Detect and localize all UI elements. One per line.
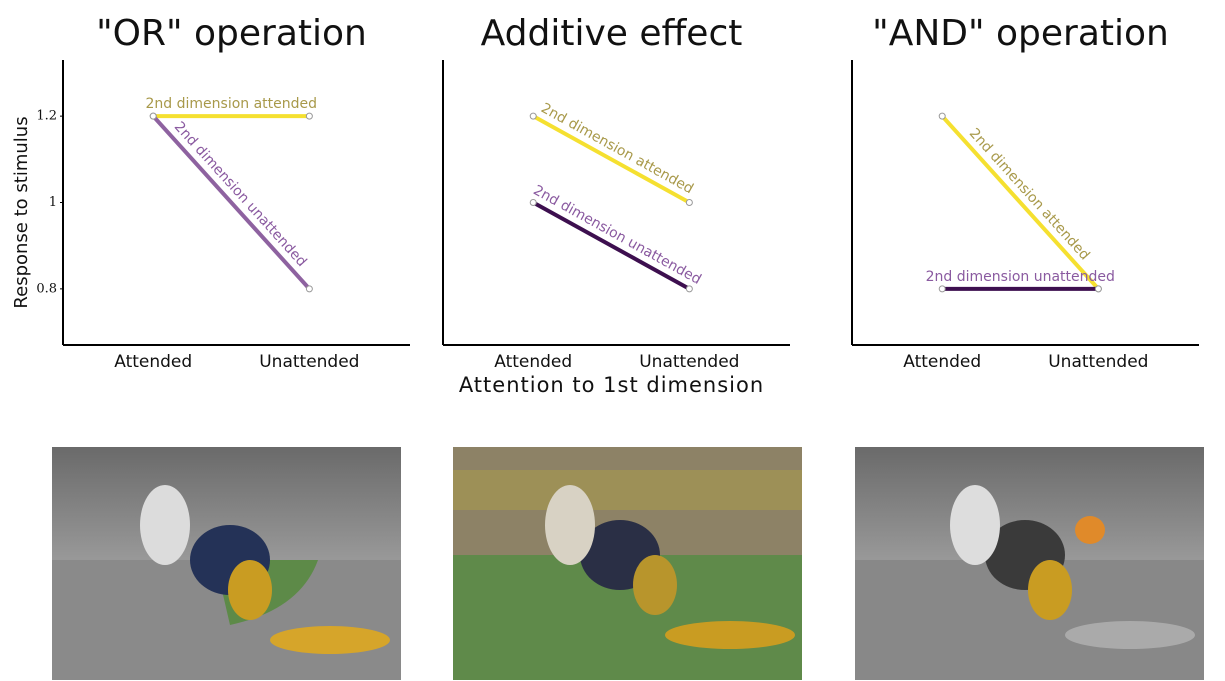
y-tick-label: 1.2 [36,109,57,124]
x-tick-label: Unattended [639,352,739,372]
y-tick-label: 0.8 [36,281,57,296]
y-axis-label: Response to stimulus [11,116,32,308]
photo [855,447,1204,680]
photo [453,447,802,680]
point [529,199,537,206]
photo [52,447,401,680]
point [685,285,693,293]
x-axis-label: Attention to 1st dimension [459,373,764,397]
x-tick-label: Attended [903,352,981,372]
y-tick-label: 1 [49,195,57,210]
point [305,285,313,293]
x-tick-label: Unattended [259,352,359,372]
series-label: 2nd dimension unattended [926,269,1115,285]
point [149,112,157,120]
series-label: 2nd dimension attended [146,96,318,112]
series-label: 2nd dimension attended [538,100,696,197]
series-label: 2nd dimension attended [966,125,1093,263]
point [1094,285,1102,293]
point [305,112,313,120]
point [685,199,693,206]
point [529,112,537,120]
x-tick-label: Attended [494,352,572,372]
x-tick-label: Unattended [1048,352,1148,372]
chart-title: "AND" operation [872,13,1169,54]
chart-title: Additive effect [481,13,743,54]
series-line [940,114,1100,291]
series-line [151,114,311,291]
series-label: 2nd dimension unattended [171,119,310,270]
point [938,285,946,293]
x-tick-label: Attended [114,352,192,372]
chart-title: "OR" operation [96,13,367,54]
point [938,112,946,120]
series-line [532,200,691,291]
series-line [532,114,691,205]
